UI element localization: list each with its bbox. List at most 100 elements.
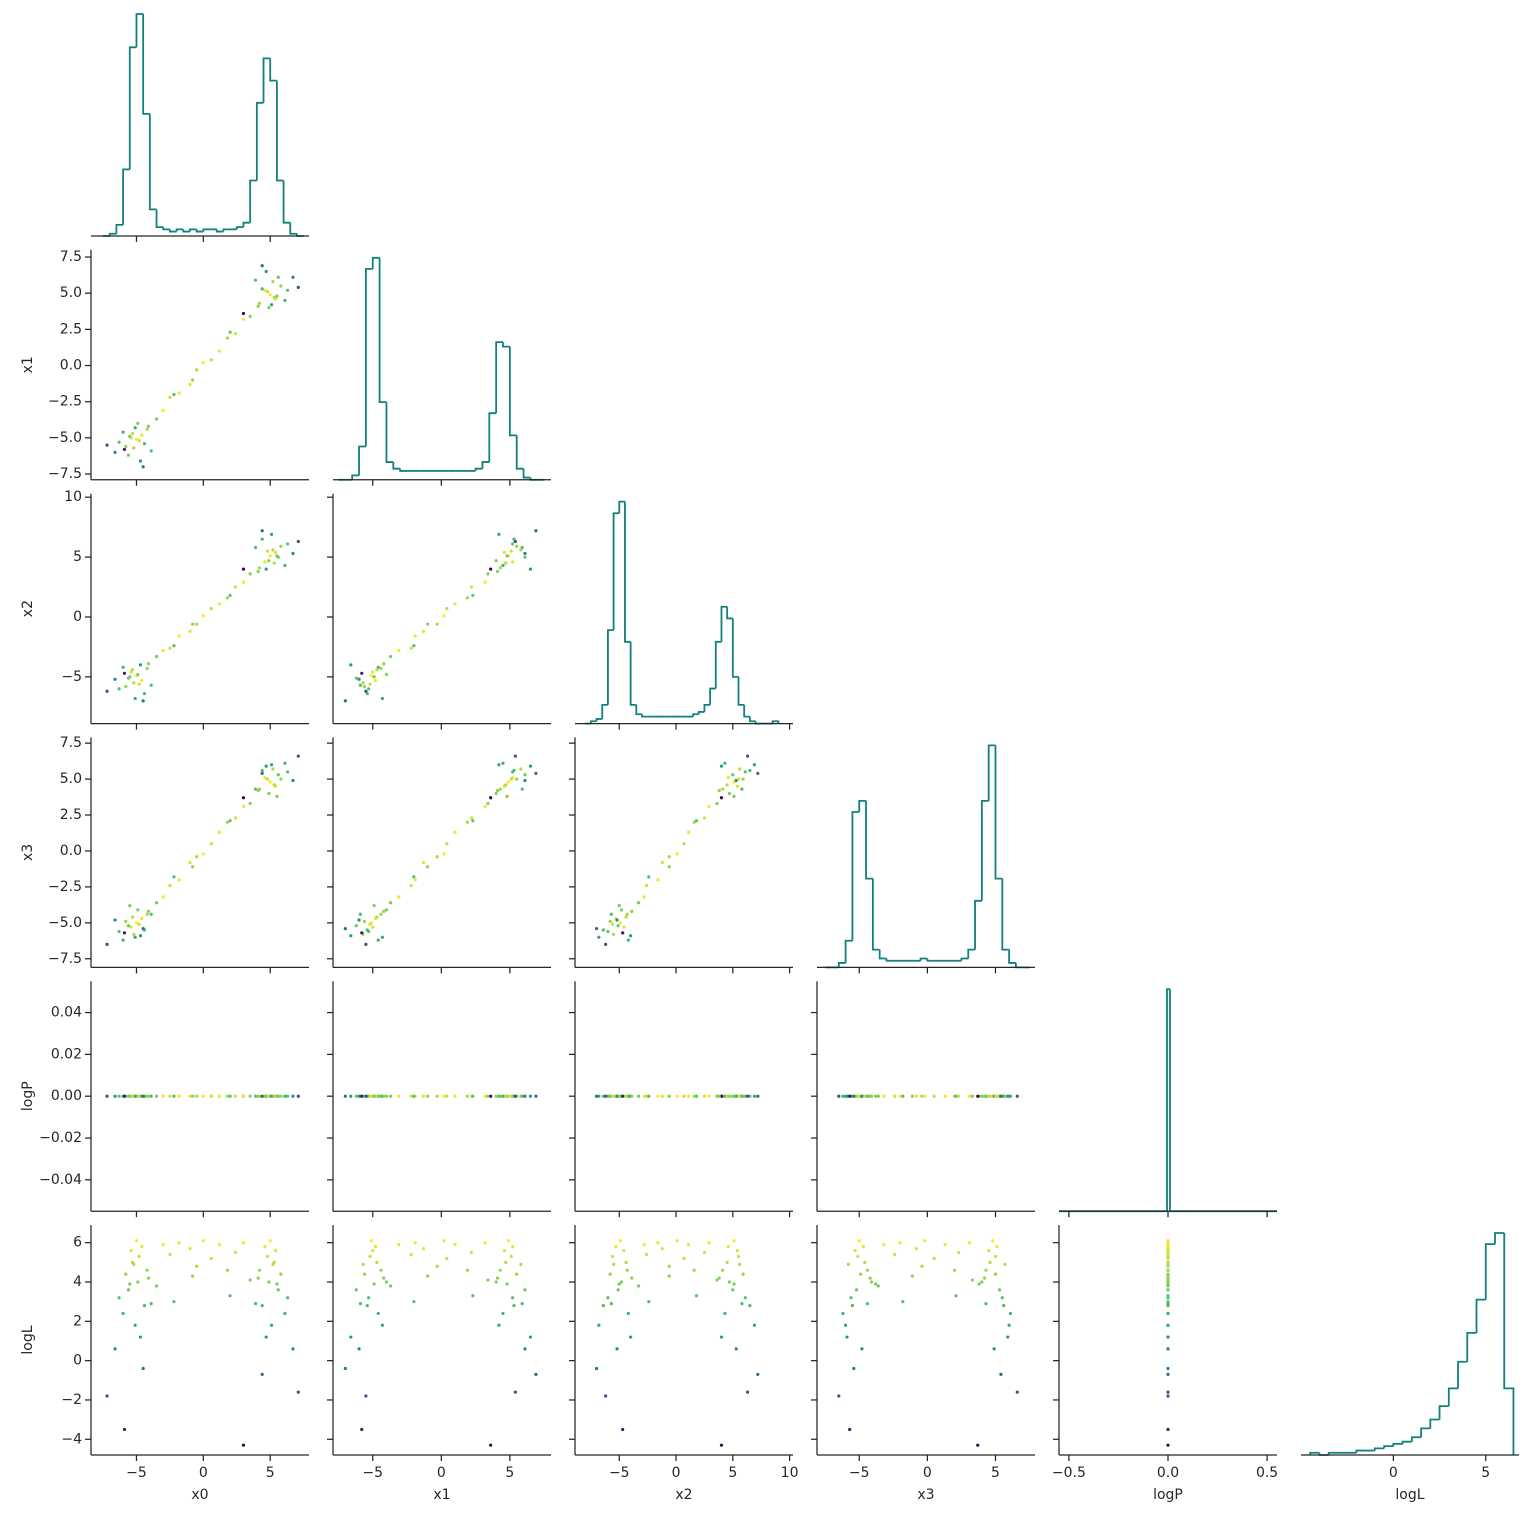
sample-point (380, 1323, 384, 1327)
sample-point (349, 1335, 353, 1339)
sample-point (523, 1288, 527, 1292)
sample-point (122, 1427, 127, 1432)
sample-point (364, 942, 368, 947)
hist-bin (720, 605, 728, 642)
sample-point (233, 816, 238, 820)
sample-point (682, 1256, 686, 1261)
sample-point (296, 539, 300, 544)
sample-point (471, 1094, 475, 1098)
sample-point (276, 1288, 280, 1292)
sample-point (177, 1241, 181, 1245)
sample-point (506, 1239, 511, 1243)
hist-bin (737, 676, 745, 706)
sample-point (268, 780, 272, 784)
sample-point (523, 1094, 527, 1098)
sample-point (976, 1443, 980, 1447)
sample-point (145, 666, 149, 671)
sample-point (132, 932, 136, 936)
sample-point (161, 1243, 165, 1247)
sample-point (953, 1268, 957, 1272)
sample-point (133, 426, 137, 430)
sample-point (734, 1094, 738, 1098)
sample-point (509, 777, 513, 781)
hist-bin (1374, 1447, 1385, 1451)
sample-point (453, 602, 457, 606)
sample-point (172, 875, 176, 879)
sample-point (126, 924, 131, 928)
sample-point (520, 787, 524, 791)
sample-point (271, 767, 275, 771)
hist-bin (1457, 1360, 1468, 1389)
sample-point (845, 1335, 849, 1339)
sample-point (154, 901, 159, 905)
sample-point (501, 563, 505, 568)
sample-point (241, 804, 246, 809)
y-tick-label: 7.5 (60, 735, 82, 751)
sample-point (124, 1272, 128, 1276)
sample-point (172, 644, 176, 648)
sample-point (505, 554, 509, 558)
sample-point (361, 681, 365, 685)
sample-point (265, 1254, 270, 1259)
sample-point (625, 1268, 629, 1272)
sample-point (608, 1272, 612, 1276)
sample-point (133, 1323, 137, 1327)
x-tick-label: −5 (849, 1465, 870, 1481)
sample-point (117, 687, 121, 691)
hist-bin (726, 606, 733, 620)
sample-point (675, 1094, 679, 1098)
hist-bin (607, 629, 614, 705)
sample-point (137, 1094, 141, 1098)
sample-point (882, 1243, 886, 1247)
y-tick-label: −7.5 (48, 466, 82, 482)
sample-point (233, 585, 238, 589)
sample-point (382, 1094, 386, 1098)
sample-point (606, 1296, 610, 1300)
x-tick-label: 0 (923, 1465, 932, 1481)
sample-point (375, 1260, 379, 1264)
sample-point (644, 883, 649, 888)
sample-point (748, 768, 752, 773)
sample-point (465, 1094, 469, 1098)
sample-point (372, 903, 376, 908)
hist-bin (878, 949, 887, 960)
sample-point (177, 1094, 181, 1098)
sample-point (1007, 1323, 1011, 1327)
sample-point (154, 1284, 159, 1288)
sample-point (726, 776, 730, 780)
sample-point (656, 1094, 660, 1098)
sample-point (354, 1094, 358, 1098)
sample-point (279, 777, 283, 781)
sample-point (209, 1094, 213, 1098)
y-tick-label: 7.5 (60, 249, 82, 265)
y-tick-label: 5 (73, 549, 82, 565)
sample-point (1166, 1372, 1170, 1377)
x-tick-label: 5 (728, 1465, 737, 1481)
sample-point (113, 918, 117, 922)
hist-bin (641, 714, 648, 718)
sample-point (721, 1268, 725, 1272)
sample-point (260, 1303, 264, 1308)
sample-point (624, 1094, 628, 1098)
hist-bin (635, 704, 642, 716)
sample-point (132, 446, 136, 450)
hist-bin (967, 948, 976, 959)
sample-point (727, 1280, 732, 1284)
sample-point (121, 938, 125, 942)
sample-point (497, 763, 501, 767)
sample-point (1166, 1311, 1170, 1316)
sample-point (606, 1094, 610, 1098)
sample-point (265, 777, 270, 781)
sample-point (850, 1303, 855, 1308)
x-tick-label: 0.5 (1256, 1465, 1278, 1481)
sample-point (494, 1280, 498, 1284)
sample-point (692, 1268, 696, 1272)
sample-point (397, 1243, 401, 1247)
sample-point (845, 1094, 849, 1098)
sample-point (268, 554, 272, 558)
hist-bin (378, 257, 387, 403)
sample-point (740, 1094, 744, 1098)
sample-point (117, 929, 121, 934)
sample-point (368, 682, 372, 686)
sample-point (265, 290, 270, 294)
